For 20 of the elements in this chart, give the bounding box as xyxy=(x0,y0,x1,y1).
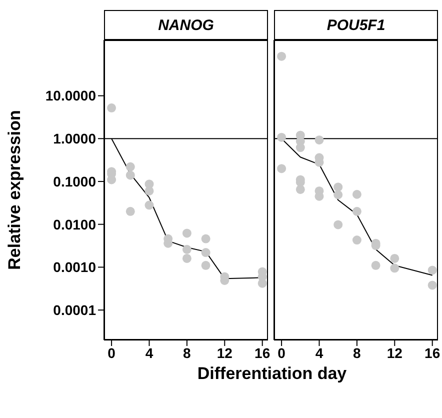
x-tick-label: 4 xyxy=(315,344,324,361)
y-tick-label: 0.0010 xyxy=(53,259,96,276)
x-tick-label: 12 xyxy=(216,344,233,361)
x-tick-label: 16 xyxy=(254,344,270,361)
x-tick-label: 0 xyxy=(108,344,116,361)
y-tick-label: 0.0001 xyxy=(53,302,96,318)
x-tick-label: 8 xyxy=(353,344,362,361)
x-tick-label: 4 xyxy=(145,344,154,361)
x-tick-label: 8 xyxy=(183,344,192,361)
y-tick-label: 0.0100 xyxy=(53,216,96,232)
x-tick-label: 0 xyxy=(278,344,286,361)
x-tick-label: 12 xyxy=(386,344,403,361)
chart-title: NANOG xyxy=(104,10,268,40)
chart-title: POU5F1 xyxy=(274,10,438,40)
y-tick-label: 1.0000 xyxy=(53,130,96,147)
y-axis-title: Relative expression xyxy=(4,110,24,270)
x-tick-label: 16 xyxy=(424,344,440,361)
y-tick-label: 0.1000 xyxy=(53,173,96,190)
x-axis-title: Differentiation day xyxy=(196,364,348,384)
y-tick-label: 10.0000 xyxy=(45,88,96,104)
